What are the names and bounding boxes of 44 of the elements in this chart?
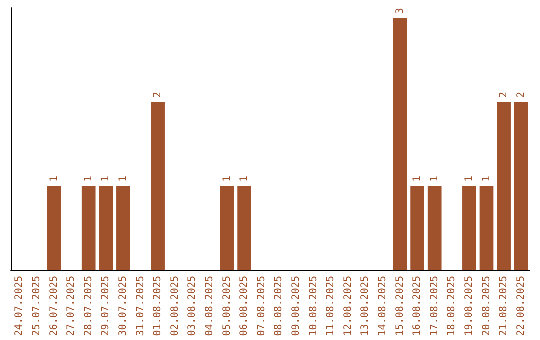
x-tick-label: 09.08.2025	[290, 276, 302, 336]
x-tick-label: 03.08.2025	[187, 276, 198, 336]
x-tick-label: 14.08.2025	[377, 276, 388, 336]
x-tick-label: 19.08.2025	[464, 276, 475, 336]
data-label: 1	[412, 176, 424, 182]
x-tick-label: 16.08.2025	[412, 276, 424, 336]
x-tick-label: 08.08.2025	[274, 276, 285, 336]
data-label: 1	[429, 176, 440, 182]
x-tick-label: 01.08.2025	[152, 276, 164, 336]
x-tick-label: 24.07.2025	[14, 276, 26, 336]
x-tick-label: 11.08.2025	[326, 276, 337, 336]
x-tick-label: 15.08.2025	[394, 276, 406, 336]
x-tick-label: 22.08.2025	[516, 276, 527, 336]
x-tick-label: 25.07.2025	[31, 276, 42, 336]
x-tick-label: 21.08.2025	[498, 276, 510, 336]
data-label: 1	[83, 176, 94, 182]
x-tick-label: 05.08.2025	[222, 276, 233, 336]
x-tick-label: 07.08.2025	[256, 276, 268, 336]
data-label: 1	[222, 176, 233, 182]
x-tick-label: 13.08.2025	[360, 276, 372, 336]
data-label: 2	[498, 92, 510, 98]
data-label: 2	[152, 92, 164, 98]
x-tick-label: 06.08.2025	[239, 276, 250, 336]
data-label: 1	[100, 176, 112, 182]
data-label: 1	[48, 176, 60, 182]
x-tick-label: 18.08.2025	[446, 276, 458, 336]
x-tick-label: 02.08.2025	[170, 276, 181, 336]
x-tick-label: 12.08.2025	[342, 276, 354, 336]
x-tick-label: 26.07.2025	[48, 276, 60, 336]
data-label: 1	[464, 176, 475, 182]
x-tick-label: 17.08.2025	[429, 276, 440, 336]
x-tick-label: 28.07.2025	[83, 276, 94, 336]
x-tick-label: 10.08.2025	[308, 276, 320, 336]
x-tick-label: 31.07.2025	[135, 276, 146, 336]
x-tick-label: 04.08.2025	[204, 276, 216, 336]
data-label: 1	[239, 176, 250, 182]
x-tick-label: 30.07.2025	[118, 276, 129, 336]
x-tick-label: 27.07.2025	[66, 276, 78, 336]
data-label: 1	[481, 176, 492, 182]
x-tick-label: 20.08.2025	[481, 276, 492, 336]
data-label: 2	[516, 92, 527, 98]
data-label: 3	[394, 8, 406, 14]
x-tick-label: 29.07.2025	[100, 276, 112, 336]
data-label: 1	[118, 176, 129, 182]
